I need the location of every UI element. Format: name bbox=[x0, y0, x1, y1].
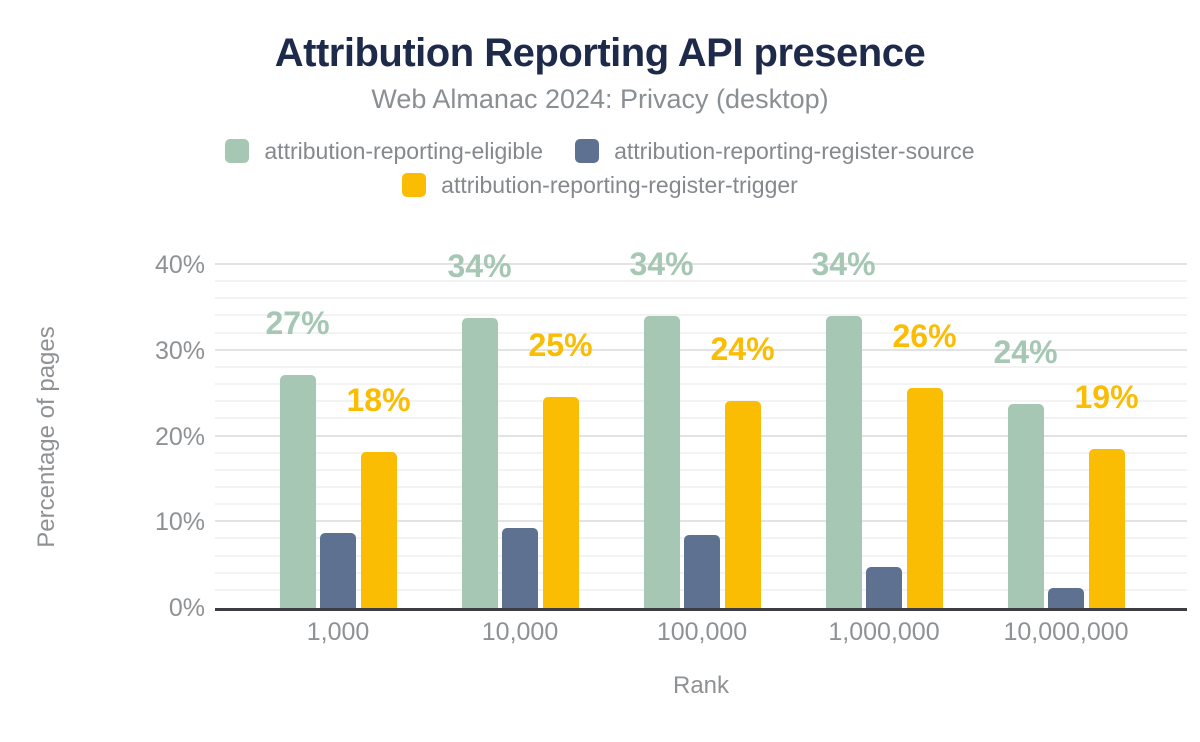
y-tick-label: 30% bbox=[154, 336, 205, 365]
gridline bbox=[215, 485, 1187, 488]
y-tick-label: 40% bbox=[154, 251, 205, 279]
bar-attribution-reporting-register-trigger bbox=[542, 397, 579, 608]
legend-swatch-icon bbox=[575, 139, 600, 163]
legend-label: attribution-reporting-eligible bbox=[264, 137, 544, 164]
bar-value-label: 34% bbox=[447, 248, 512, 285]
legend-label: attribution-reporting-register-trigger bbox=[441, 171, 798, 198]
bar-attribution-reporting-eligible bbox=[461, 318, 498, 608]
y-tick-label: 10% bbox=[154, 508, 205, 537]
bar-value-label: 25% bbox=[528, 327, 593, 364]
bar-attribution-reporting-register-trigger bbox=[1088, 448, 1125, 608]
gridline bbox=[215, 331, 1187, 334]
bar-attribution-reporting-register-source bbox=[502, 528, 538, 608]
legend-swatch-icon bbox=[402, 173, 427, 197]
x-tick-label: 1,000 bbox=[306, 618, 370, 646]
bar-attribution-reporting-eligible bbox=[279, 374, 316, 608]
plot-area: 27% 18% 34% 25% 34% 24% 34% 26% 24% 19% bbox=[215, 248, 1187, 611]
gridline bbox=[215, 451, 1187, 454]
x-tick-label: 100,000 bbox=[656, 618, 748, 646]
legend-label: attribution-reporting-register-source bbox=[614, 137, 975, 164]
legend-row-1: attribution-reporting-eligible attributio… bbox=[225, 138, 975, 165]
legend-swatch-icon bbox=[225, 139, 250, 163]
legend-item-attribution-reporting-register-source: attribution-reporting-register-source bbox=[575, 138, 975, 165]
bar-value-label: 18% bbox=[346, 381, 411, 418]
gridline bbox=[215, 348, 1187, 351]
y-tick-label: 0% bbox=[168, 594, 205, 622]
bar-value-label: 24% bbox=[710, 330, 775, 367]
x-tick-label: 1,000,000 bbox=[828, 618, 940, 646]
legend: attribution-reporting-eligible attributio… bbox=[0, 138, 1200, 198]
gridline bbox=[215, 297, 1187, 300]
bar-value-label: 34% bbox=[629, 245, 694, 282]
bar-attribution-reporting-register-trigger bbox=[360, 451, 397, 608]
bar-attribution-reporting-register-trigger bbox=[724, 400, 761, 608]
x-tick-label: 10,000 bbox=[481, 618, 559, 646]
bar-value-label: 26% bbox=[892, 318, 957, 355]
chart-subtitle: Web Almanac 2024: Privacy (desktop) bbox=[371, 84, 829, 114]
bar-attribution-reporting-register-source bbox=[320, 533, 356, 608]
gridline bbox=[215, 417, 1187, 420]
legend-item-attribution-reporting-eligible: attribution-reporting-eligible bbox=[225, 138, 543, 165]
x-tick-label: 10,000,000 bbox=[1003, 618, 1129, 646]
bar-attribution-reporting-register-trigger bbox=[906, 388, 943, 608]
gridline bbox=[215, 468, 1187, 471]
x-axis-line bbox=[215, 608, 1187, 611]
legend-item-attribution-reporting-register-trigger: attribution-reporting-register-trigger bbox=[402, 172, 798, 199]
x-axis-title: Rank bbox=[672, 672, 730, 699]
gridline bbox=[215, 503, 1187, 506]
bar-attribution-reporting-eligible bbox=[825, 316, 862, 608]
gridline bbox=[215, 434, 1187, 437]
gridline bbox=[215, 314, 1187, 317]
bar-value-label: 27% bbox=[265, 304, 330, 341]
bar-value-label: 24% bbox=[993, 333, 1058, 370]
chart-title: Attribution Reporting API presence bbox=[274, 31, 926, 75]
legend-row-2: attribution-reporting-register-trigger bbox=[402, 172, 798, 198]
gridline bbox=[215, 383, 1187, 386]
y-tick-label: 20% bbox=[154, 422, 205, 451]
gridline bbox=[215, 280, 1187, 283]
gridline bbox=[215, 400, 1187, 403]
gridline bbox=[215, 365, 1187, 368]
bar-attribution-reporting-register-source bbox=[684, 535, 720, 608]
bar-value-label: 34% bbox=[811, 246, 876, 283]
gridline bbox=[215, 263, 1187, 265]
bar-attribution-reporting-eligible bbox=[643, 315, 680, 608]
bar-attribution-reporting-eligible bbox=[1007, 403, 1044, 608]
gridline bbox=[215, 520, 1187, 523]
bar-attribution-reporting-register-source bbox=[866, 566, 902, 608]
bar-value-label: 19% bbox=[1074, 378, 1139, 415]
bar-attribution-reporting-register-source bbox=[1048, 588, 1084, 608]
